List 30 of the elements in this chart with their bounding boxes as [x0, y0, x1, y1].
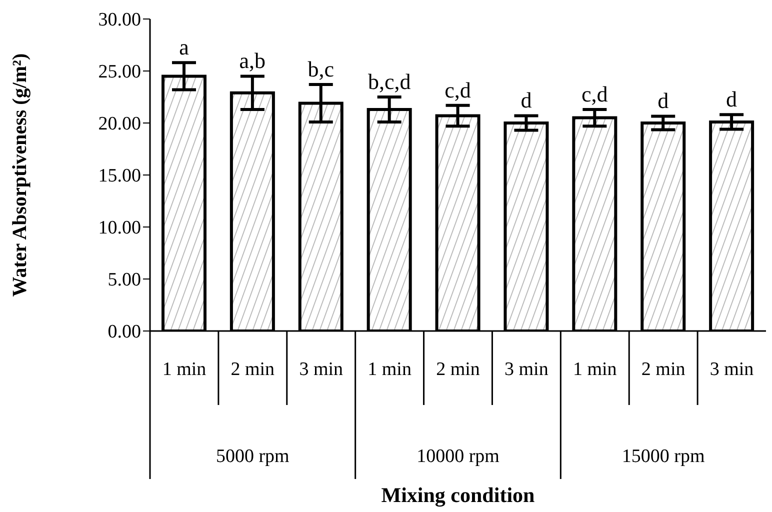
text: 15000 rpm	[622, 446, 705, 467]
x-tick-label: 3 min	[504, 359, 549, 380]
x-tick-label: 1 min	[368, 359, 412, 380]
data-label: d	[726, 86, 738, 112]
y-tick-label: 10.00	[98, 218, 141, 239]
y-tick-label: 25.00	[98, 62, 141, 83]
y-tick-label: 15.00	[98, 166, 141, 187]
text: 5000 rpm	[216, 446, 290, 467]
data-label: d	[520, 88, 532, 113]
text: 10000 rpm	[416, 446, 500, 467]
x-tick-label: 1 min	[572, 359, 618, 380]
x-tick-label: 2 min	[230, 359, 276, 380]
data-label: c,d	[582, 81, 608, 106]
data-label: b,c,d	[368, 69, 411, 94]
y-tick-label: 30.00	[98, 10, 141, 31]
y-axis-title: Water Absorptiveness (g/m²)	[9, 53, 31, 297]
x-tick-label: 3 min	[710, 359, 754, 380]
data-label: d	[658, 88, 669, 114]
x-tick-label: 2 min	[436, 359, 480, 380]
x-tick-label: 1 min	[162, 359, 207, 380]
data-label: a,b	[239, 48, 266, 74]
x-tick-label: 3 min	[299, 359, 344, 380]
y-tick-label: 0.00	[108, 322, 141, 343]
x-tick-label: 2 min	[641, 359, 686, 380]
y-tick-label: 5.00	[108, 270, 141, 291]
x-axis-title: Mixing condition	[381, 483, 536, 507]
data-label: c,d	[444, 77, 471, 102]
data-label: a	[179, 34, 190, 60]
data-label: b,c	[308, 56, 334, 82]
y-tick-label: 20.00	[98, 114, 141, 135]
